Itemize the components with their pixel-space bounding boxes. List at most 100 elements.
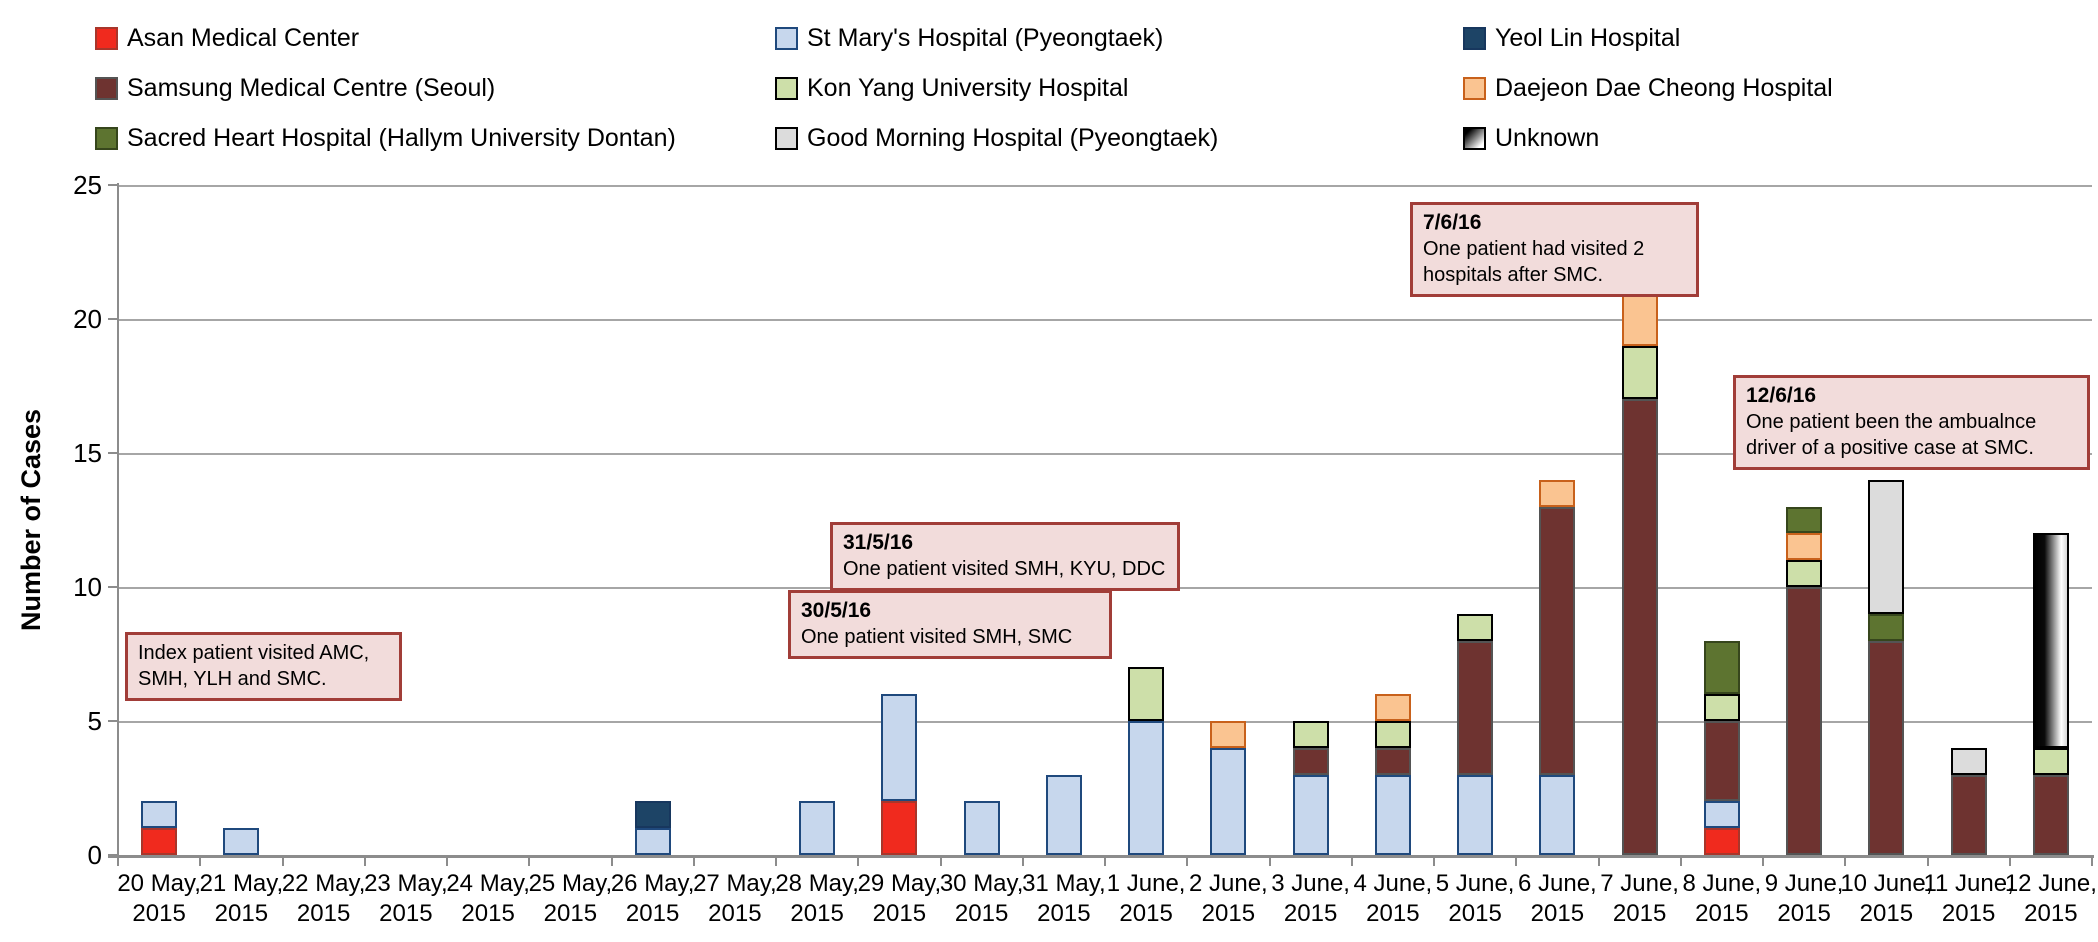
legend-item-sacred-heart-hospital-hallym-university-dontan: Sacred Heart Hospital (Hallym University… xyxy=(95,122,676,154)
bar-segment-kon-yang-university-hospital xyxy=(1621,345,1658,400)
chart-legend: Asan Medical Center Samsung Medical Centr… xyxy=(0,0,2098,180)
annotation-date: 7/6/16 xyxy=(1423,211,1482,234)
legend-label: Samsung Medical Centre (Seoul) xyxy=(127,73,496,102)
legend-swatch-yeol-lin-hospital xyxy=(1463,26,1486,50)
x-axis-label: 10 June, 2015 xyxy=(1826,869,1946,929)
bar-segment-samsung-medical-centre-seoul xyxy=(1292,747,1329,775)
bar-segment-kon-yang-university-hospital xyxy=(1786,560,1823,587)
bar-segment-st-mary-s-hospital-pyeongtaek xyxy=(881,694,918,802)
bar-segment-yeol-lin-hospital xyxy=(634,801,671,829)
bar-segment-daejeon-dae-cheong-hospital xyxy=(1374,694,1411,721)
legend-item-kon-yang-university-hospital: Kon Yang University Hospital xyxy=(775,72,1128,104)
annotation-box-index-patient: Index patient visited AMC, SMH, YLH and … xyxy=(125,632,402,701)
x-axis-label: 31 May, 2015 xyxy=(1004,869,1124,929)
bar-segment-samsung-medical-centre-seoul xyxy=(1786,587,1823,855)
legend-label: Good Morning Hospital (Pyeongtaek) xyxy=(807,123,1219,152)
y-axis-tick xyxy=(108,318,118,320)
legend-label: Unknown xyxy=(1495,123,1600,152)
y-axis-tick-label: 20 xyxy=(73,304,102,334)
x-axis-label-line: 25 May, xyxy=(528,870,613,897)
x-axis-label-line: 2015 xyxy=(1201,900,1256,927)
x-axis-label-line: 2 June, xyxy=(1189,870,1268,897)
x-axis-label: 26 May, 2015 xyxy=(593,869,713,929)
x-axis-label-line: 22 May, xyxy=(281,870,366,897)
x-axis-label-line: 20 May, xyxy=(117,870,201,897)
x-axis-line xyxy=(108,855,2094,858)
x-axis-tick xyxy=(446,856,448,866)
x-axis-tick xyxy=(1268,856,1271,866)
x-axis-tick xyxy=(363,856,366,866)
x-axis-label: 11 June, 2015 xyxy=(1909,869,2029,929)
bar-segment-st-mary-s-hospital-pyeongtaek xyxy=(799,801,836,855)
x-axis-tick xyxy=(1597,856,1600,866)
x-axis-label-line: 11 June, xyxy=(1923,870,2014,897)
bar-segment-samsung-medical-centre-seoul xyxy=(1621,399,1658,855)
x-axis-label: 6 June, 2015 xyxy=(1497,869,1617,929)
bar-segment-st-mary-s-hospital-pyeongtaek xyxy=(1128,721,1165,855)
x-axis-label: 23 May, 2015 xyxy=(346,869,466,929)
x-axis-label-line: 2015 xyxy=(1037,900,1091,927)
x-axis-label: 24 May, 2015 xyxy=(428,869,548,929)
x-axis-label-line: 24 May, xyxy=(446,870,530,897)
gridline-y-20 xyxy=(118,319,2092,321)
x-axis-label-line: 2015 xyxy=(1695,900,1749,927)
bar-segment-st-mary-s-hospital-pyeongtaek xyxy=(1703,801,1740,829)
legend-label: St Mary's Hospital (Pyeongtaek) xyxy=(807,23,1164,52)
x-axis-label: 9 June, 2015 xyxy=(1744,869,1864,929)
x-axis-tick xyxy=(1679,856,1682,866)
x-axis-label: 5 June, 2015 xyxy=(1415,869,1535,929)
x-axis-label: 20 May, 2015 xyxy=(99,869,219,929)
annotation-text: One patient had visited 2 hospitals afte… xyxy=(1423,238,1645,286)
x-axis-label-line: 10 June, xyxy=(1840,870,1933,897)
x-axis-label: 30 May, 2015 xyxy=(922,869,1042,929)
bar-segment-samsung-medical-centre-seoul xyxy=(1457,640,1494,775)
x-axis-label-line: 29 May, xyxy=(857,870,942,897)
annotation-date: 31/5/16 xyxy=(843,531,914,554)
x-axis-label: 22 May, 2015 xyxy=(264,869,384,929)
x-axis-tick xyxy=(1021,856,1024,866)
bar-segment-daejeon-dae-cheong-hospital xyxy=(1539,479,1576,507)
bar-segment-good-morning-hospital-pyeongtaek xyxy=(1868,479,1905,614)
x-axis-tick xyxy=(692,856,695,866)
bar-segment-samsung-medical-centre-seoul xyxy=(1374,747,1411,775)
bar-segment-st-mary-s-hospital-pyeongtaek xyxy=(141,801,178,829)
y-axis-tick-label: 15 xyxy=(73,438,102,468)
x-axis-tick xyxy=(1515,856,1518,866)
x-axis-label-line: 2015 xyxy=(1283,900,1338,927)
legend-label: Yeol Lin Hospital xyxy=(1495,23,1681,52)
bar-segment-sacred-heart-hospital-hallym-university-dontan xyxy=(1868,613,1905,641)
annotation-text: One patient visited SMH, KYU, DDC xyxy=(843,558,1166,580)
x-axis-tick xyxy=(1844,856,1847,866)
y-axis-tick xyxy=(108,720,118,722)
bar-segment-kon-yang-university-hospital xyxy=(1703,694,1740,721)
bar-segment-kon-yang-university-hospital xyxy=(1292,721,1329,748)
bar-segment-st-mary-s-hospital-pyeongtaek xyxy=(1292,774,1329,855)
x-axis-tick xyxy=(1350,856,1353,866)
x-axis-label: 25 May, 2015 xyxy=(510,869,630,929)
gridline-y-15 xyxy=(118,453,2092,455)
x-axis-label-line: 8 June, xyxy=(1682,870,1762,897)
bar-segment-asan-medical-center xyxy=(1703,828,1740,855)
legend-swatch-daejeon-dae-cheong-hospital xyxy=(1463,76,1486,100)
x-axis-label: 8 June, 2015 xyxy=(1662,869,1782,929)
legend-label: Kon Yang University Hospital xyxy=(807,73,1129,102)
y-axis-line xyxy=(117,183,119,857)
x-axis-label-line: 7 June, xyxy=(1600,870,1679,897)
legend-item-good-morning-hospital-pyeongtaek: Good Morning Hospital (Pyeongtaek) xyxy=(775,122,1218,154)
legend-item-unknown: Unknown xyxy=(1463,122,1599,154)
x-axis-label-line: 6 June, xyxy=(1518,870,1597,897)
legend-swatch-asan-medical-center xyxy=(95,26,118,50)
bar-segment-samsung-medical-centre-seoul xyxy=(2032,774,2069,855)
y-axis-tick-label: 10 xyxy=(73,572,102,602)
annotation-box-31-5-16: 31/5/16 One patient visited SMH, KYU, DDC xyxy=(830,522,1180,591)
x-axis-label-line: 5 June, xyxy=(1435,870,1515,897)
x-axis-label-line: 27 May, xyxy=(693,870,777,897)
bar-segment-kon-yang-university-hospital xyxy=(1128,667,1165,721)
x-axis-label: 12 June, 2015 xyxy=(1991,869,2098,929)
bar-segment-samsung-medical-centre-seoul xyxy=(1703,721,1740,802)
bar-segment-kon-yang-university-hospital xyxy=(1457,613,1494,641)
x-axis-label: 28 May, 2015 xyxy=(757,869,877,929)
x-axis-label-line: 2015 xyxy=(543,900,598,927)
